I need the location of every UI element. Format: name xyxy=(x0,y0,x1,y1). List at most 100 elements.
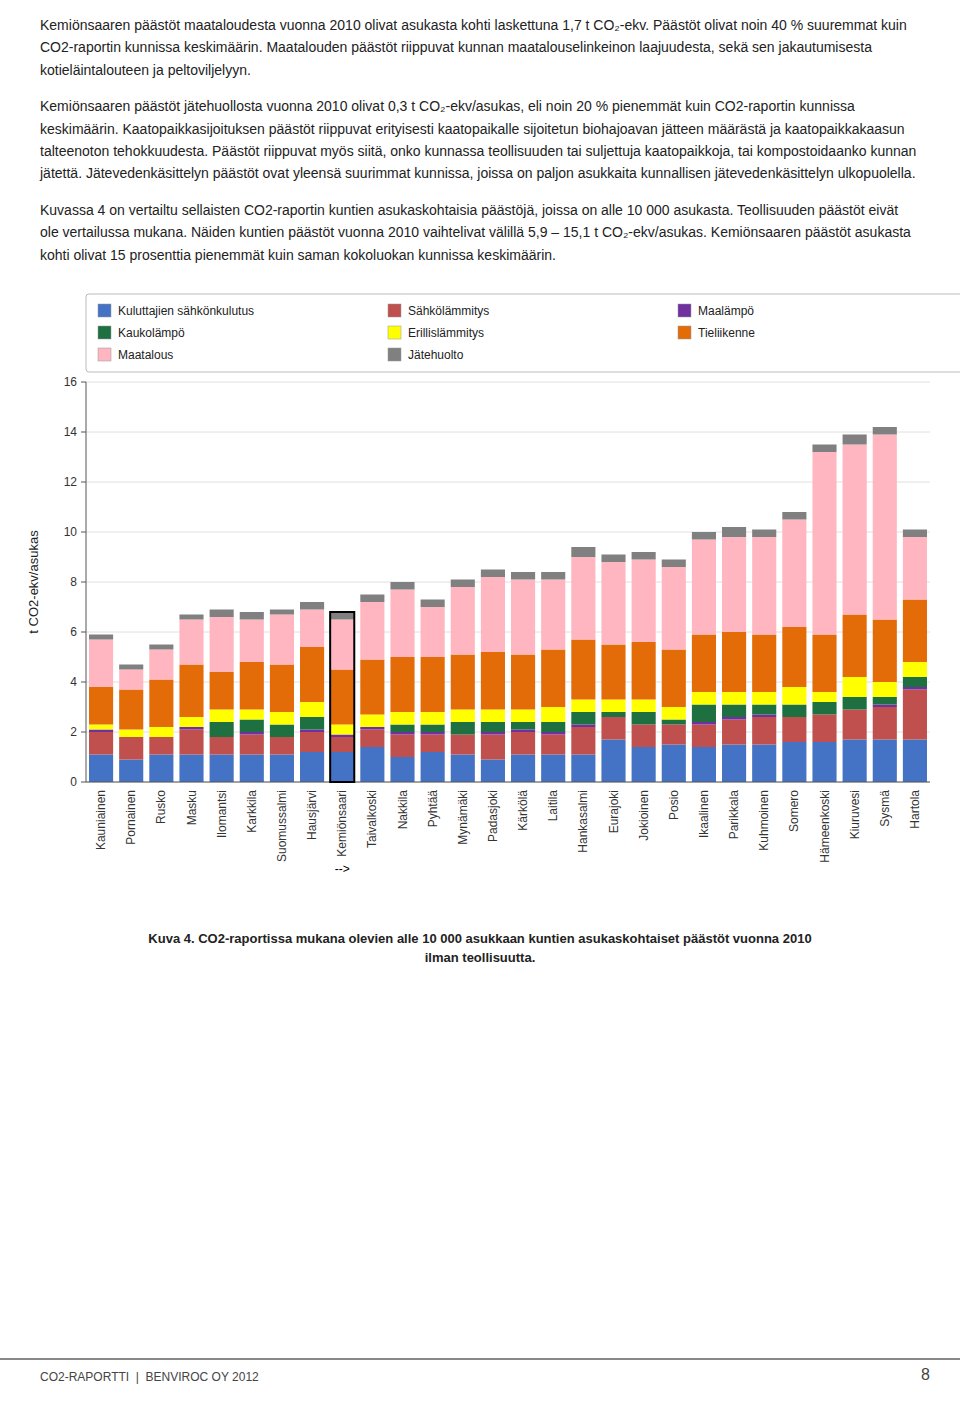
bar-segment xyxy=(843,615,867,678)
bar-segment xyxy=(541,580,565,650)
bar-segment xyxy=(179,615,203,620)
bar-segment xyxy=(119,730,143,738)
bar-segment xyxy=(601,645,625,700)
bar-segment xyxy=(843,435,867,445)
bar-segment xyxy=(451,722,475,735)
bar-segment xyxy=(270,712,294,725)
bar-segment xyxy=(300,602,324,610)
bar-segment xyxy=(421,600,445,608)
bar-segment xyxy=(481,735,505,760)
footer-line xyxy=(0,1358,960,1360)
bar-segment xyxy=(149,737,173,755)
bar-segment xyxy=(390,732,414,735)
x-tick-label: Kemiönsaari xyxy=(335,790,349,857)
bars xyxy=(89,427,927,782)
bar-segment xyxy=(873,707,897,740)
x-tick-label: Nakkila xyxy=(396,790,410,830)
bar-segment xyxy=(390,757,414,782)
bar-segment xyxy=(330,752,354,782)
bar-segment xyxy=(179,727,203,730)
legend-entry: Kuluttajien sähkönkulutus xyxy=(118,304,254,318)
bar-segment xyxy=(511,580,535,655)
bar-segment xyxy=(421,752,445,782)
bar-segment xyxy=(812,692,836,702)
x-tick-label: Hämeenkoski xyxy=(818,790,832,863)
bar-segment xyxy=(752,530,776,538)
bar-segment xyxy=(421,732,445,735)
bar-segment xyxy=(330,725,354,735)
bar-segment xyxy=(421,735,445,753)
bar-segment xyxy=(692,722,716,725)
bar-segment xyxy=(300,647,324,702)
x-tick-label: Laitila xyxy=(546,790,560,822)
x-tick-label: Hausjärvi xyxy=(305,790,319,840)
bar-segment xyxy=(511,710,535,723)
bar-segment xyxy=(752,692,776,705)
bar-segment xyxy=(421,712,445,725)
x-tick-label: Rusko xyxy=(154,790,168,824)
bar-segment xyxy=(210,610,234,618)
bar-segment xyxy=(873,740,897,783)
x-axis-line xyxy=(86,782,930,783)
bar-segment xyxy=(662,745,686,783)
legend-swatch xyxy=(388,304,401,317)
legend-entry: Maatalous xyxy=(118,348,173,362)
grid-line xyxy=(86,782,930,783)
bar-segment xyxy=(390,657,414,712)
bar-segment xyxy=(270,665,294,713)
bar-segment xyxy=(571,700,595,713)
legend-box xyxy=(86,294,960,372)
bar-segment xyxy=(481,732,505,735)
legend-swatch xyxy=(388,348,401,361)
bar-segment xyxy=(511,572,535,580)
bar-segment xyxy=(89,640,113,688)
bar-segment xyxy=(541,722,565,732)
x-tick-label: Hankasalmi xyxy=(576,790,590,853)
bar-segment xyxy=(390,725,414,733)
paragraph: Kemiönsaaren päästöt maataloudesta vuonn… xyxy=(40,14,920,81)
bar-segment xyxy=(330,737,354,752)
bar-segment xyxy=(360,730,384,748)
bar-segment xyxy=(210,617,234,672)
x-tick-label: Taivalkoski xyxy=(365,790,379,848)
bar-segment xyxy=(89,730,113,733)
bar-segment xyxy=(812,715,836,743)
bar-segment xyxy=(210,672,234,710)
bar-segment xyxy=(451,587,475,655)
y-tick-label: 12 xyxy=(64,475,78,489)
y-tick-label: 6 xyxy=(70,625,77,639)
legend-swatch xyxy=(678,304,691,317)
bar-segment xyxy=(149,650,173,680)
bar-segment xyxy=(360,660,384,715)
bar-segment xyxy=(722,692,746,705)
bar-segment xyxy=(843,710,867,740)
bar-segment xyxy=(89,725,113,730)
bar-segment xyxy=(451,735,475,755)
bar-segment xyxy=(360,727,384,730)
bar-segment xyxy=(89,755,113,783)
bar-segment xyxy=(812,445,836,453)
legend: Kuluttajien sähkönkulutusSähkölämmitysMa… xyxy=(86,294,960,372)
bar-segment xyxy=(179,755,203,783)
bar-segment xyxy=(571,727,595,755)
bar-segment xyxy=(300,610,324,648)
y-tick-label: 16 xyxy=(64,375,78,389)
bar-segment xyxy=(632,712,656,725)
bar-segment xyxy=(481,710,505,723)
bar-segment xyxy=(571,640,595,700)
bar-segment xyxy=(782,717,806,742)
bar-segment xyxy=(541,572,565,580)
footer-right: 8 xyxy=(921,1366,930,1384)
grid-line xyxy=(86,382,930,383)
x-tick-label: Sysmä xyxy=(878,790,892,827)
bar-segment xyxy=(903,690,927,740)
bar-segment xyxy=(481,570,505,578)
bar-segment xyxy=(481,722,505,732)
bar-segment xyxy=(571,557,595,640)
legend-entry: Erillislämmitys xyxy=(408,326,484,340)
x-tick-label: Ilomantsi xyxy=(215,790,229,838)
bar-segment xyxy=(812,742,836,782)
bar-segment xyxy=(812,702,836,715)
bar-segment xyxy=(421,607,445,657)
bar-segment xyxy=(873,435,897,620)
